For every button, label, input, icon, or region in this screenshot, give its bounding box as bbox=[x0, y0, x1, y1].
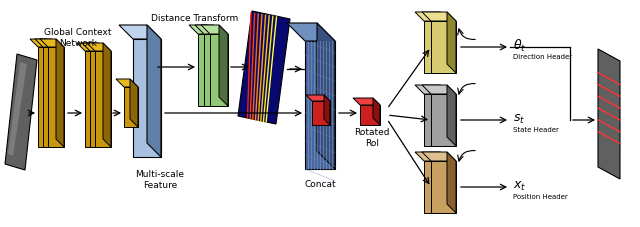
Polygon shape bbox=[424, 22, 449, 74]
Polygon shape bbox=[287, 24, 335, 42]
Polygon shape bbox=[56, 40, 64, 147]
Polygon shape bbox=[373, 99, 380, 126]
Polygon shape bbox=[195, 26, 222, 35]
Polygon shape bbox=[431, 22, 456, 74]
Polygon shape bbox=[422, 13, 456, 22]
Polygon shape bbox=[422, 86, 456, 95]
Polygon shape bbox=[415, 152, 449, 161]
Polygon shape bbox=[440, 13, 449, 74]
Polygon shape bbox=[598, 50, 620, 179]
Polygon shape bbox=[198, 35, 216, 106]
Polygon shape bbox=[431, 95, 456, 146]
Polygon shape bbox=[210, 35, 228, 106]
Text: Multi-scale
Feature: Multi-scale Feature bbox=[136, 170, 184, 189]
Polygon shape bbox=[38, 48, 54, 147]
Polygon shape bbox=[30, 40, 54, 48]
Text: $x_t$: $x_t$ bbox=[513, 179, 527, 192]
Polygon shape bbox=[82, 44, 106, 52]
Polygon shape bbox=[119, 26, 161, 40]
Text: Direction Header: Direction Header bbox=[513, 54, 572, 60]
Polygon shape bbox=[87, 44, 111, 52]
Polygon shape bbox=[204, 35, 222, 106]
Text: Distance Transform: Distance Transform bbox=[152, 13, 239, 22]
Polygon shape bbox=[415, 13, 449, 22]
Polygon shape bbox=[213, 26, 222, 106]
Polygon shape bbox=[35, 40, 59, 48]
Polygon shape bbox=[46, 40, 54, 147]
Polygon shape bbox=[447, 13, 456, 74]
Polygon shape bbox=[51, 40, 59, 147]
Text: Rotated
RoI: Rotated RoI bbox=[355, 128, 390, 147]
Polygon shape bbox=[440, 152, 449, 213]
Polygon shape bbox=[85, 52, 101, 147]
Polygon shape bbox=[43, 48, 59, 147]
Polygon shape bbox=[447, 152, 456, 213]
Polygon shape bbox=[424, 95, 449, 146]
Polygon shape bbox=[415, 86, 449, 95]
Polygon shape bbox=[353, 99, 380, 106]
Text: State Header: State Header bbox=[513, 126, 559, 132]
Polygon shape bbox=[424, 161, 449, 213]
Polygon shape bbox=[431, 161, 456, 213]
Polygon shape bbox=[8, 63, 27, 156]
Polygon shape bbox=[422, 152, 456, 161]
Polygon shape bbox=[219, 26, 228, 106]
Polygon shape bbox=[312, 101, 330, 126]
Polygon shape bbox=[305, 42, 335, 169]
Polygon shape bbox=[306, 96, 330, 101]
Text: $s_t$: $s_t$ bbox=[513, 112, 525, 125]
Text: Position Header: Position Header bbox=[513, 193, 568, 199]
Polygon shape bbox=[189, 26, 216, 35]
Polygon shape bbox=[98, 44, 106, 147]
Polygon shape bbox=[93, 44, 101, 147]
Polygon shape bbox=[201, 26, 228, 35]
Polygon shape bbox=[90, 52, 106, 147]
Polygon shape bbox=[207, 26, 216, 106]
Polygon shape bbox=[317, 24, 335, 169]
Text: Concat: Concat bbox=[304, 180, 336, 189]
Polygon shape bbox=[95, 52, 111, 147]
Polygon shape bbox=[447, 86, 456, 146]
Text: $\theta_t$: $\theta_t$ bbox=[513, 38, 526, 54]
Polygon shape bbox=[360, 106, 380, 126]
Text: Global Context
Network: Global Context Network bbox=[44, 28, 112, 47]
Polygon shape bbox=[5, 55, 37, 170]
Polygon shape bbox=[48, 48, 64, 147]
Polygon shape bbox=[440, 86, 449, 146]
Polygon shape bbox=[124, 88, 138, 127]
Polygon shape bbox=[238, 12, 290, 124]
Polygon shape bbox=[77, 44, 101, 52]
Polygon shape bbox=[116, 80, 138, 88]
Polygon shape bbox=[103, 44, 111, 147]
Polygon shape bbox=[40, 40, 64, 48]
Polygon shape bbox=[133, 40, 161, 157]
Polygon shape bbox=[324, 96, 330, 126]
Polygon shape bbox=[130, 80, 138, 127]
Polygon shape bbox=[147, 26, 161, 157]
